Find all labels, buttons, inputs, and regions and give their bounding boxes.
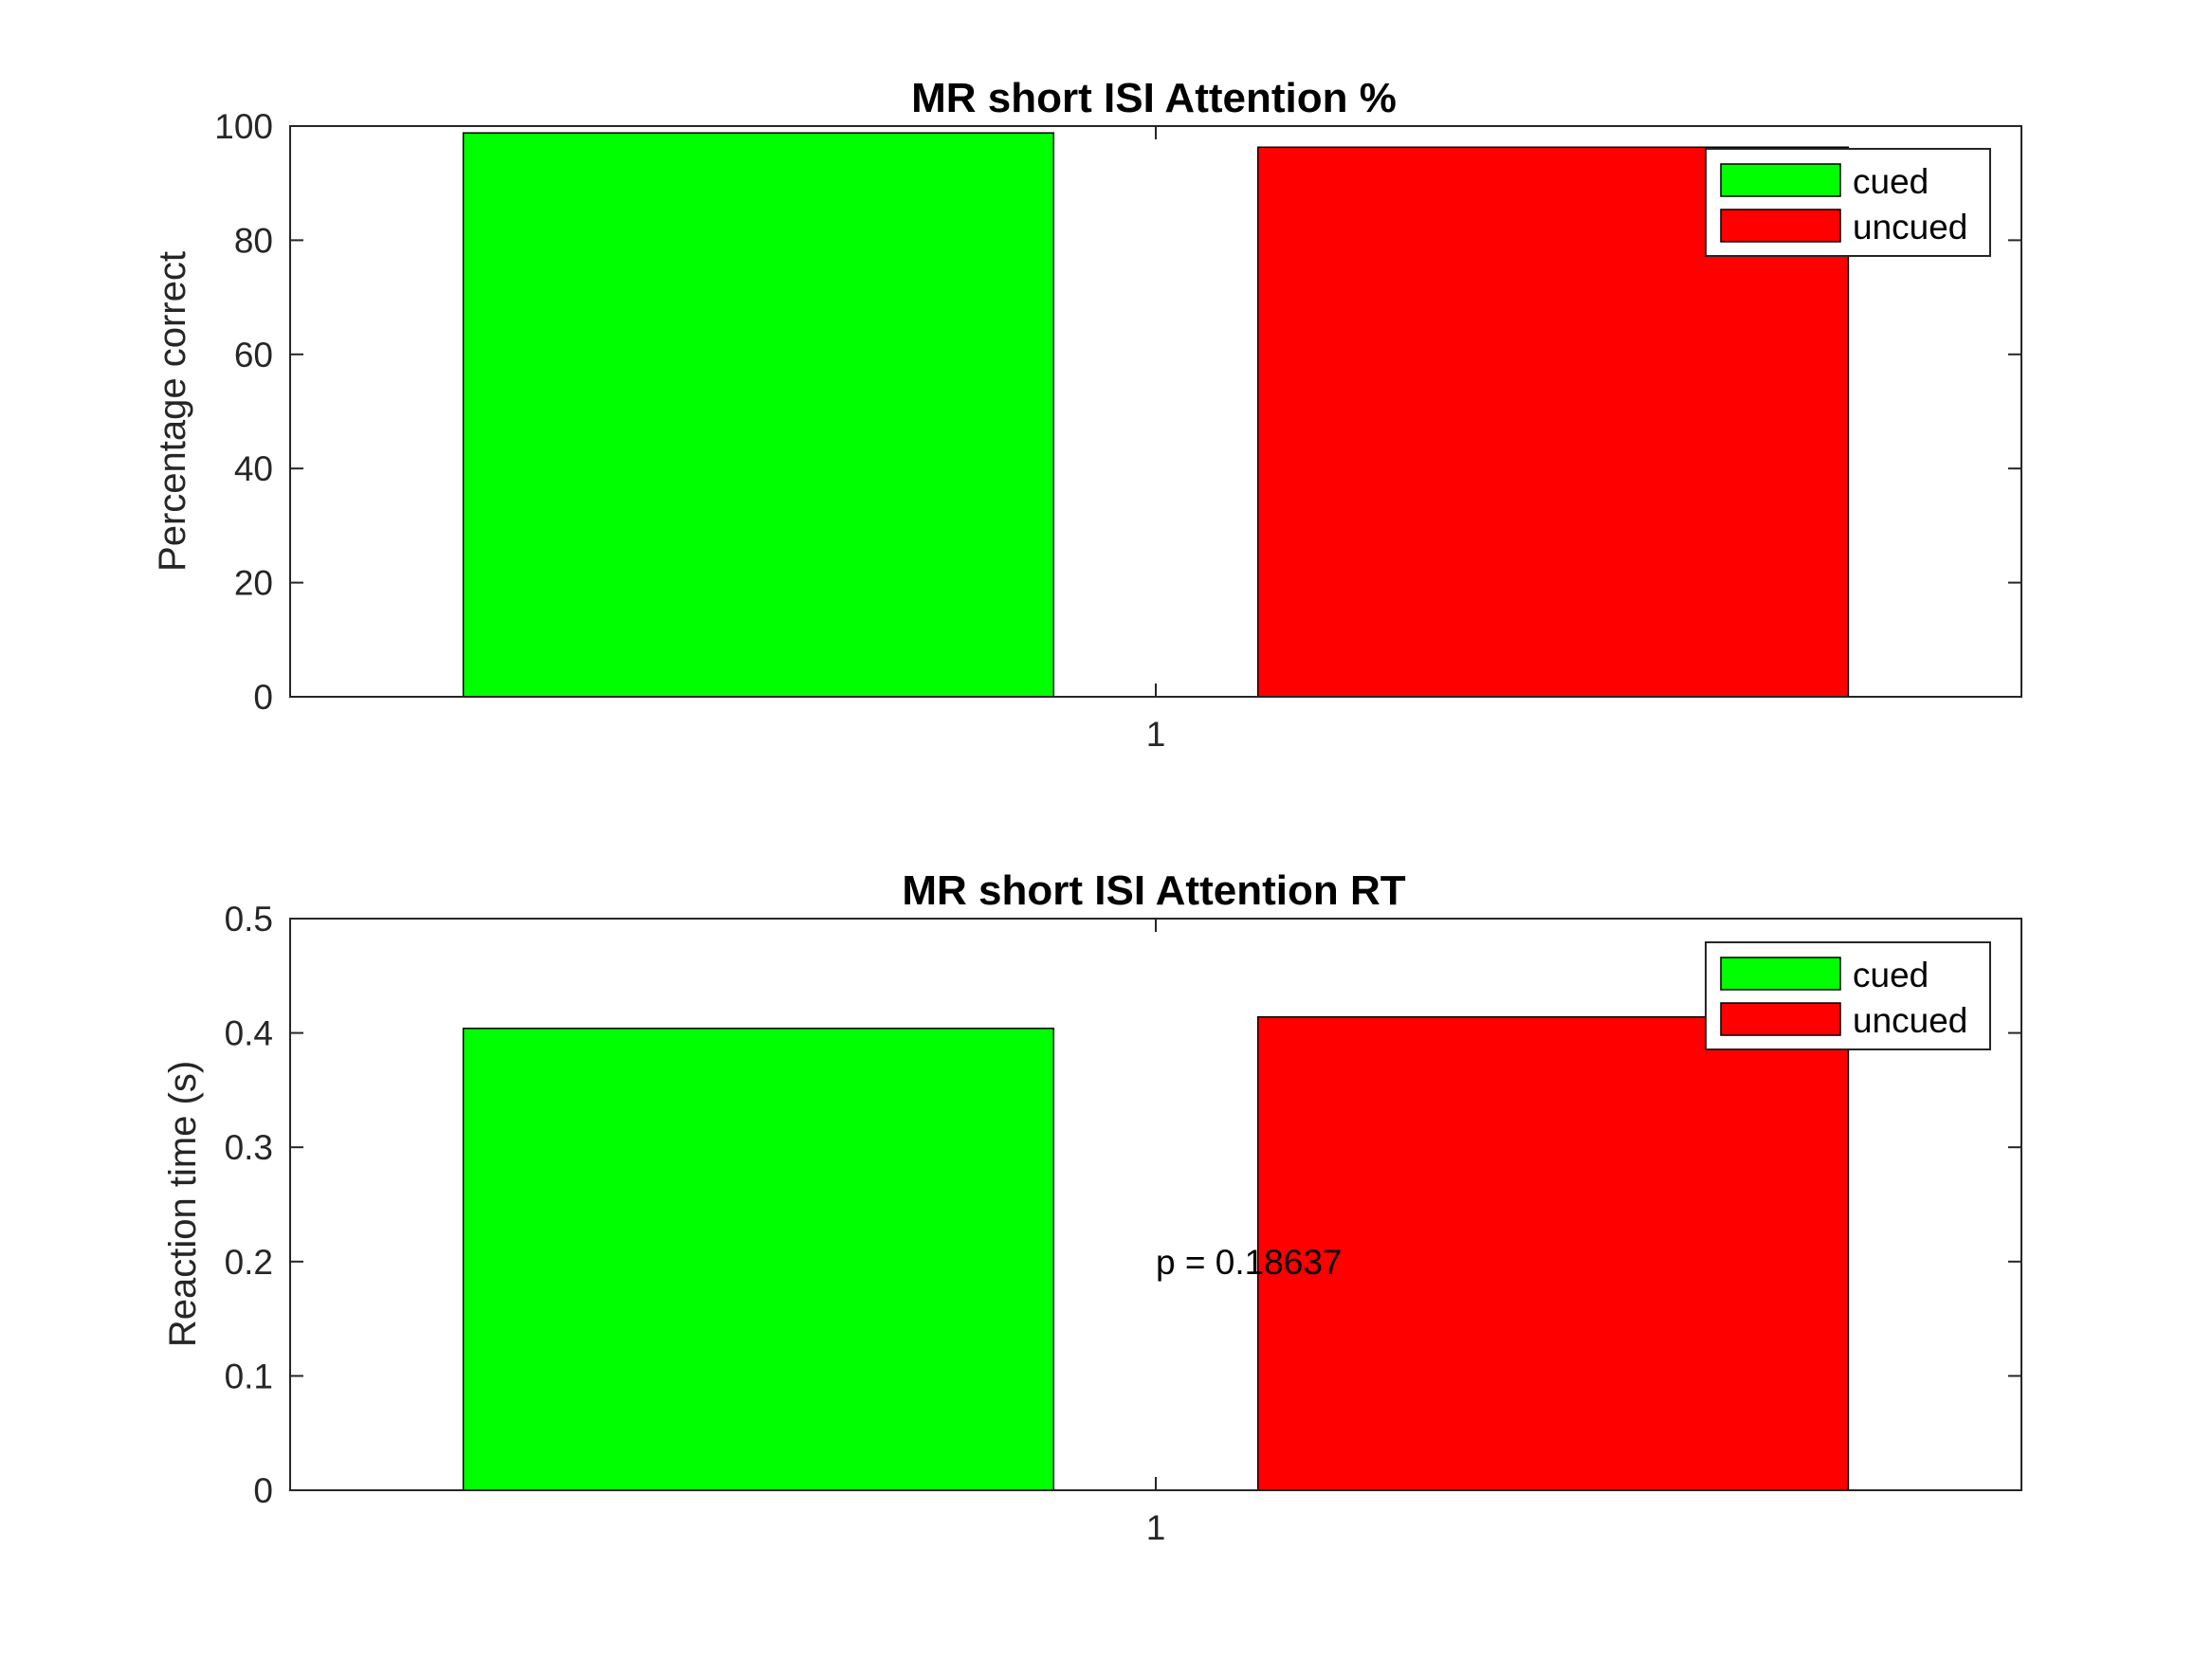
- p-value-annotation: p = 0.18637: [1156, 1243, 1343, 1282]
- y-axis-label: Reaction time (s): [162, 1061, 204, 1347]
- legend: cued uncued: [1705, 941, 1991, 1050]
- legend-swatch-uncued: [1720, 209, 1841, 243]
- x-ticks: 1: [1146, 919, 1166, 1547]
- legend-swatch-uncued: [1720, 1002, 1841, 1036]
- y-tick-label: 20: [234, 564, 273, 603]
- y-tick-label: 0.2: [225, 1243, 273, 1282]
- y-tick-label: 40: [234, 449, 273, 488]
- y-tick-label: 0.4: [225, 1014, 273, 1053]
- chart-title: MR short ISI Attention RT: [902, 867, 1405, 914]
- legend: cued uncued: [1705, 148, 1991, 257]
- y-tick-label: 80: [234, 221, 273, 260]
- y-tick-label: 0.3: [225, 1128, 273, 1167]
- y-axis-label: Percentage correct: [152, 251, 193, 572]
- chart-title: MR short ISI Attention %: [911, 75, 1397, 121]
- legend-label-cued: cued: [1853, 162, 1929, 201]
- legend-label-cued: cued: [1853, 956, 1929, 994]
- legend-swatch-cued: [1720, 957, 1841, 991]
- bar-uncued: [1256, 1015, 1850, 1491]
- legend-swatch-cued: [1720, 163, 1841, 197]
- x-tick-label: 1: [1146, 715, 1166, 754]
- y-ticks: 0 0.1 0.2 0.3 0.4 0.5: [225, 900, 2021, 1510]
- x-tick-label: 1: [1146, 1508, 1166, 1547]
- legend-label-uncued: uncued: [1853, 208, 1967, 246]
- y-tick-label: 0: [253, 1471, 273, 1510]
- y-ticks: 0 20 40 60 80 100: [214, 107, 2021, 717]
- bar-cued: [462, 132, 1055, 698]
- legend-label-uncued: uncued: [1853, 1001, 1967, 1040]
- y-tick-label: 60: [234, 336, 273, 374]
- subplot-accuracy: MR short ISI Attention % Percentage corr…: [152, 75, 2022, 754]
- bars: [462, 132, 1850, 698]
- bars: [462, 1015, 1850, 1491]
- subplot-reaction-time: MR short ISI Attention RT Reaction time …: [162, 867, 2022, 1547]
- bar-cued: [462, 1028, 1055, 1491]
- y-tick-label: 0.5: [225, 900, 273, 939]
- y-tick-label: 100: [214, 107, 273, 146]
- annotations: p = 0.18637: [1156, 1243, 1343, 1282]
- y-tick-label: 0.1: [225, 1357, 273, 1395]
- x-ticks: 1: [1146, 126, 1166, 754]
- y-tick-label: 0: [253, 678, 273, 717]
